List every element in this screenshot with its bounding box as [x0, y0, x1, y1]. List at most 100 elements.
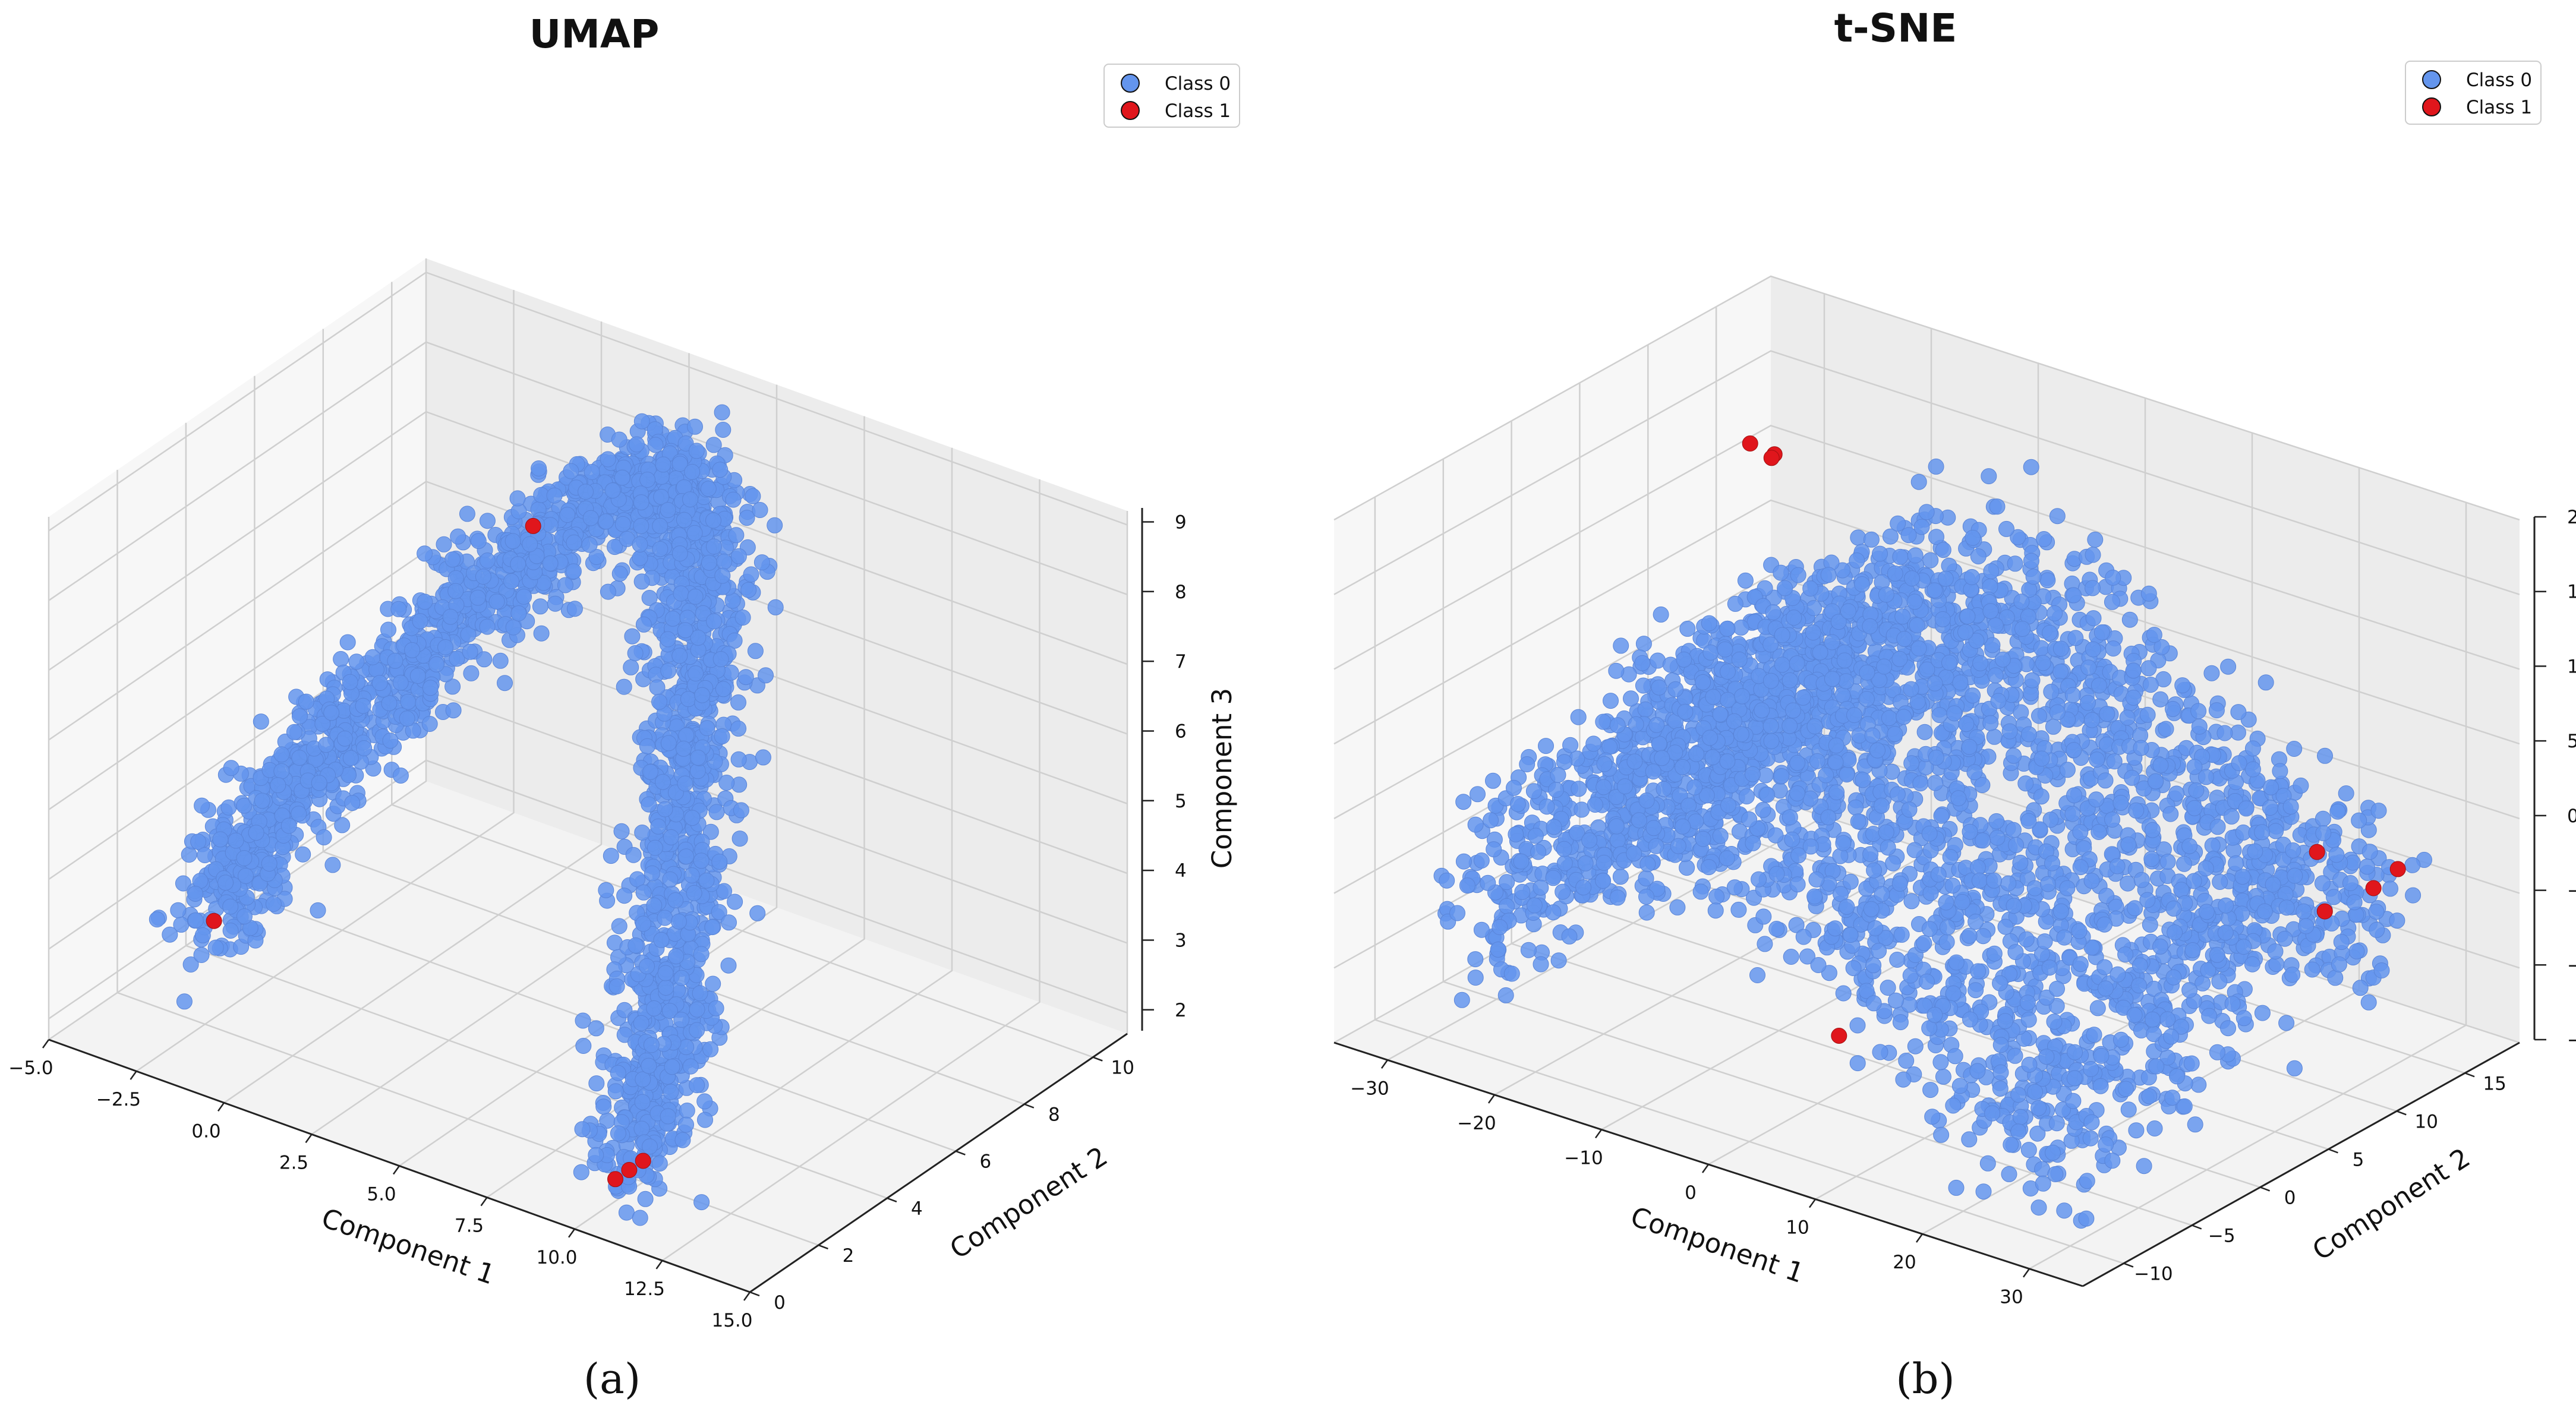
- tsne-point-class0: [1986, 945, 2003, 962]
- umap-z-tick-label: 4: [1175, 860, 1187, 882]
- tsne-point-class0: [1485, 772, 1501, 789]
- umap-point-class0: [682, 491, 698, 508]
- tsne-point-class0: [1669, 899, 1686, 915]
- umap-point-class0: [291, 750, 308, 766]
- tsne-point-class0: [1863, 531, 1880, 548]
- tsne-point-class0: [1635, 636, 1652, 652]
- tsne-point-class0: [2152, 938, 2168, 955]
- umap-point-class0: [655, 773, 671, 790]
- umap-x-tick: [655, 1260, 663, 1270]
- tsne-point-class0: [2159, 854, 2176, 870]
- umap-point-class0: [704, 919, 721, 936]
- umap-point-class0: [712, 462, 729, 478]
- umap-z-tick-label: 7: [1175, 651, 1187, 672]
- tsne-point-class0: [1895, 1071, 1912, 1088]
- umap-point-class0: [559, 507, 576, 523]
- umap-point-class0: [660, 735, 677, 752]
- umap-point-class0: [339, 634, 356, 651]
- tsne-point-class0: [2168, 785, 2185, 802]
- umap-point-class0: [316, 829, 332, 845]
- tsne-y-tick: [2464, 1072, 2475, 1078]
- tsne-point-class0: [2244, 740, 2261, 757]
- umap-point-class0: [273, 763, 290, 779]
- umap-point-class0: [639, 738, 655, 754]
- umap-z-tick-label: 3: [1175, 930, 1187, 951]
- umap-point-class0: [673, 585, 689, 602]
- umap-point-class0: [634, 1094, 651, 1110]
- umap-point-class0: [743, 566, 759, 583]
- umap-point-class0: [476, 651, 493, 668]
- tsne-point-class0: [1847, 799, 1864, 816]
- tsne-point-class0: [1768, 921, 1785, 937]
- tsne-point-class0: [2082, 1130, 2099, 1147]
- tsne-point-class0: [2186, 800, 2203, 816]
- tsne-point-class0: [1962, 1011, 1978, 1028]
- umap-point-class0: [730, 694, 746, 711]
- tsne-point-class0: [1948, 1179, 1965, 1196]
- umap-point-class0: [737, 669, 754, 686]
- umap-point-class0: [217, 874, 234, 891]
- tsne-point-class0: [2042, 624, 2058, 641]
- umap-gridline-x: [574, 447, 953, 1230]
- tsne-point-class0: [1903, 755, 1920, 772]
- umap-point-class0: [758, 667, 774, 684]
- umap-point-class0: [610, 1125, 626, 1142]
- tsne-point-class0: [2085, 610, 2102, 627]
- umap-point-class0: [671, 545, 688, 562]
- umap-point-class0: [162, 926, 178, 943]
- tsne-point-class0: [1570, 709, 1587, 725]
- tsne-point-class0: [2236, 1010, 2252, 1027]
- tsne-point-class0: [2317, 747, 2333, 764]
- umap-point-class0: [699, 720, 715, 737]
- tsne-point-class0: [2314, 875, 2331, 892]
- tsne-point-class0: [2104, 593, 2120, 610]
- umap-point-class0: [642, 1138, 658, 1155]
- tsne-point-class0: [1907, 1038, 1924, 1054]
- tsne-point-class0: [1979, 1155, 1996, 1172]
- umap-point-class0: [614, 469, 630, 486]
- umap-point-class0: [222, 923, 239, 939]
- umap-point-class0: [633, 413, 650, 430]
- umap-point-class0: [682, 1058, 699, 1075]
- tsne-title: t-SNE: [1834, 5, 1957, 51]
- tsne-point-class0: [2267, 943, 2284, 959]
- umap-point-class0: [286, 724, 302, 740]
- umap-point-class0: [698, 872, 715, 889]
- umap-point-class0: [632, 1210, 648, 1226]
- umap-point-class0: [404, 642, 421, 658]
- tsne-x-tick-label: −30: [1350, 1078, 1389, 1099]
- umap-point-class1: [206, 913, 222, 929]
- umap-point-class0: [409, 668, 426, 684]
- umap-point-class0: [697, 1112, 713, 1128]
- umap-point-class0: [563, 463, 579, 479]
- tsne-x-tick: [1594, 1129, 1603, 1139]
- umap-point-class0: [578, 484, 594, 500]
- umap-point-class0: [635, 915, 651, 932]
- tsne-z-tick-label: 20: [2567, 507, 2576, 528]
- umap-point-class0: [677, 622, 693, 639]
- umap-point-class0: [600, 451, 616, 468]
- tsne-x-tick-label: 30: [2000, 1287, 2023, 1308]
- umap-y-tick: [887, 1197, 897, 1202]
- umap-point-class0: [686, 525, 703, 541]
- tsne-point-class0: [1932, 1054, 1949, 1071]
- umap-point-class0: [581, 536, 598, 553]
- tsne-point-class0: [2020, 1142, 2037, 1158]
- tsne-point-class0: [1961, 1131, 1978, 1148]
- tsne-point-class0: [1887, 992, 1904, 1009]
- umap-x-tick-label: 5.0: [367, 1184, 396, 1205]
- umap-point-class0: [745, 488, 761, 504]
- tsne-point-class0: [2190, 1076, 2207, 1093]
- tsne-ylabel: Component 2: [2307, 1142, 2476, 1267]
- tsne-point-class0: [2121, 611, 2138, 628]
- tsne-point-class0: [2208, 702, 2225, 719]
- umap-point-class0: [734, 610, 751, 626]
- umap-point-class0: [687, 418, 703, 435]
- umap-x-tick-label: 12.5: [624, 1278, 665, 1300]
- umap-point-class0: [371, 675, 388, 692]
- umap-point-class0: [295, 846, 311, 863]
- umap-point-class0: [678, 727, 695, 744]
- umap-point-class0: [705, 538, 722, 555]
- umap-point-class0: [639, 472, 656, 488]
- umap-point-class0: [728, 527, 745, 544]
